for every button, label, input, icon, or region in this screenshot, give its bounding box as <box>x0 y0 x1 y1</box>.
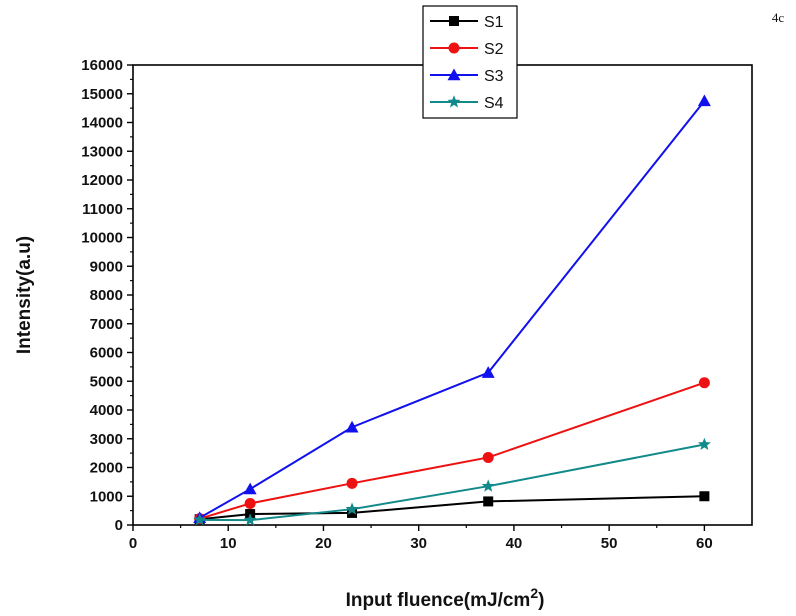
y-tick-label: 8000 <box>90 287 123 304</box>
data-point <box>243 513 257 526</box>
x-tick-label: 50 <box>601 535 618 552</box>
legend-label: S1 <box>484 14 504 31</box>
data-point <box>483 496 494 507</box>
data-point <box>697 94 711 107</box>
data-point <box>481 479 495 492</box>
legend-label: S3 <box>484 68 504 85</box>
data-point <box>481 366 495 378</box>
series-layer <box>193 94 711 526</box>
x-tick-label: 40 <box>506 535 523 552</box>
legend: S1 S2 S3 S4 <box>422 5 518 119</box>
legend-marker <box>449 16 459 26</box>
y-tick-label: 2000 <box>90 460 123 477</box>
y-tick-label: 12000 <box>81 172 123 189</box>
series-line <box>199 100 706 519</box>
data-point <box>482 451 494 463</box>
panel-label: 4c <box>772 10 785 25</box>
y-tick-label: 10000 <box>81 230 123 247</box>
data-point <box>244 497 256 509</box>
y-axis-title: Intensity(a.u) <box>14 236 35 354</box>
series-s3 <box>193 94 711 524</box>
legend-item-s2: S2 <box>430 41 504 58</box>
legend-label: S2 <box>484 41 504 58</box>
y-tick-label: 14000 <box>81 115 123 132</box>
legend-marker <box>448 42 460 54</box>
y-ticks: 0 1000 2000 3000 4000 5000 6000 7000 8000 9000 100… <box>81 57 133 534</box>
series-s1 <box>194 491 710 525</box>
legend-item-s1: S1 <box>430 14 504 31</box>
data-point <box>697 437 711 450</box>
y-tick-label: 5000 <box>90 373 123 390</box>
x-axis-title-main: Input fluence(mJ/cm <box>346 590 531 611</box>
x-tick-label: 10 <box>220 535 237 552</box>
y-tick-label: 7000 <box>90 316 123 333</box>
y-tick-label: 4000 <box>90 402 123 419</box>
x-axis-title-superscript: 2 <box>530 585 538 601</box>
x-axis-title-suffix: ) <box>538 590 544 611</box>
data-point <box>699 491 710 502</box>
y-tick-label: 0 <box>115 517 123 534</box>
data-point <box>698 377 710 389</box>
y-tick-label: 9000 <box>90 258 123 275</box>
legend-marker <box>447 68 461 81</box>
series-line <box>199 495 705 521</box>
y-tick-label: 3000 <box>90 431 123 448</box>
x-tick-label: 60 <box>696 535 713 552</box>
x-ticks: 0 10 20 30 40 50 60 <box>129 525 713 552</box>
series-s4 <box>193 437 711 526</box>
y-tick-label: 1000 <box>90 488 123 505</box>
y-tick-label: 16000 <box>81 57 123 74</box>
data-point <box>345 420 359 433</box>
x-tick-label: 30 <box>410 535 427 552</box>
plot-axes <box>132 64 753 526</box>
legend-item-s4: S4 <box>430 95 504 112</box>
plot-frame <box>132 64 753 526</box>
series-line <box>199 443 705 522</box>
data-point <box>193 513 207 526</box>
y-tick-label: 13000 <box>81 143 123 160</box>
data-point <box>243 482 257 495</box>
x-tick-label: 20 <box>315 535 332 552</box>
legend-label: S4 <box>484 95 504 112</box>
data-point <box>346 477 358 489</box>
y-tick-label: 11000 <box>82 201 123 218</box>
x-axis-title: Input fluence(mJ/cm2) <box>346 585 545 611</box>
data-point <box>345 502 359 515</box>
x-tick-label: 0 <box>129 535 137 552</box>
data-point <box>347 507 358 518</box>
y-tick-label: 15000 <box>81 86 123 103</box>
legend-box <box>422 5 518 119</box>
y-tick-label: 6000 <box>90 345 123 362</box>
legend-marker <box>447 95 461 108</box>
legend-item-s3: S3 <box>430 68 504 85</box>
series-s2 <box>194 377 710 525</box>
